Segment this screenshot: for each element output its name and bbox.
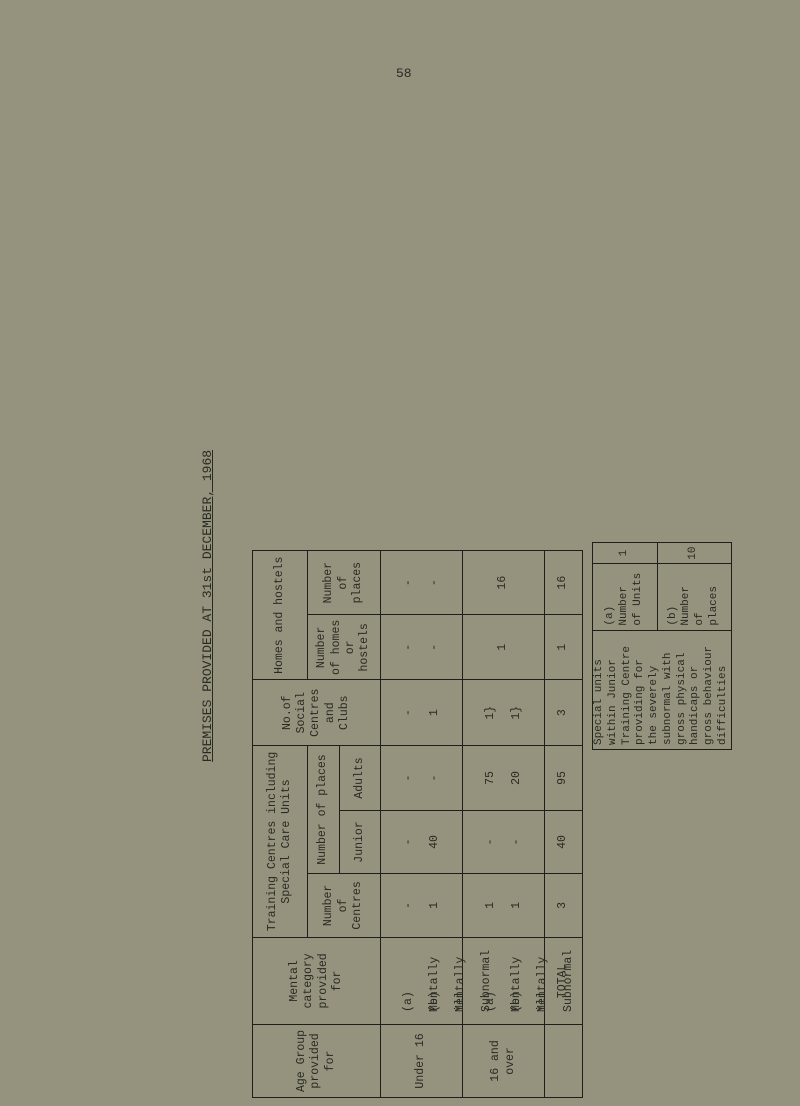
centres-cell: -1 bbox=[380, 873, 463, 938]
value-a: - bbox=[401, 774, 415, 782]
value-b: 1} bbox=[509, 705, 523, 720]
age-cell: 16 and over bbox=[462, 1024, 545, 1098]
value-b: - bbox=[427, 643, 441, 651]
places-cell: 16 bbox=[462, 550, 545, 615]
header-homes-hostels: Homes and hostels bbox=[252, 550, 308, 680]
header-training-centres: Training Centres including Special Care … bbox=[252, 745, 308, 938]
total-empty bbox=[544, 1024, 583, 1098]
note-a-value: 1 bbox=[592, 542, 658, 564]
value-b: 1 bbox=[427, 709, 441, 717]
page-title: PREMISES PROVIDED AT 31st DECEMBER, 1968 bbox=[200, 449, 215, 762]
header-mental-category: Mental category provided for bbox=[252, 937, 381, 1025]
age-cell: Under 16 bbox=[380, 1024, 463, 1098]
value-a: - bbox=[401, 579, 415, 587]
places-cell: -- bbox=[380, 550, 463, 615]
value-b: - bbox=[427, 579, 441, 587]
special-units-note: Special units within Junior Training Cen… bbox=[592, 542, 732, 750]
premises-table: Age Group provided for Mental category p… bbox=[252, 550, 583, 1098]
note-b-label: (b) Number of places bbox=[657, 563, 731, 631]
total-centres: 3 bbox=[544, 873, 583, 938]
note-b-value: 10 bbox=[657, 542, 731, 564]
value-b: 20 bbox=[509, 771, 523, 785]
value-a: - bbox=[401, 838, 415, 846]
value-a: 1} bbox=[483, 705, 497, 720]
value-b: 40 bbox=[427, 835, 441, 849]
total-social: 3 bbox=[544, 679, 583, 746]
total-homes: 1 bbox=[544, 614, 583, 680]
total-junior: 40 bbox=[544, 810, 583, 874]
table-row: Under 16 (a) Mentally ill (b) Mentally Su… bbox=[380, 550, 493, 1098]
note-text: Special units within Junior Training Cen… bbox=[592, 630, 731, 750]
table-row: 16 and over (a) Mentally ill (b) Mentally… bbox=[462, 550, 575, 1098]
header-number-of-places: Number of places bbox=[307, 745, 340, 874]
homes-cell: -- bbox=[380, 614, 463, 680]
value-a: 75 bbox=[483, 771, 497, 785]
junior-cell: -- bbox=[462, 810, 545, 874]
value-b: - bbox=[427, 774, 441, 782]
total-row: TOTAL 3 40 95 3 1 16 bbox=[544, 550, 583, 1098]
value-a: - bbox=[483, 838, 497, 846]
category-a: (a) Mentally ill bbox=[401, 956, 467, 1012]
value-a: 1 bbox=[483, 901, 497, 909]
value-a: - bbox=[401, 643, 415, 651]
value-b: 1 bbox=[427, 901, 441, 909]
total-places: 16 bbox=[544, 550, 583, 615]
header-social-centres: No.of Social Centres and Clubs bbox=[252, 679, 381, 746]
header-age-group: Age Group provided for bbox=[252, 1024, 381, 1098]
value-a: - bbox=[401, 709, 415, 717]
page-number: 58 bbox=[396, 66, 412, 81]
homes-cell: 1 bbox=[462, 614, 545, 680]
header-homes-places: Number of places bbox=[307, 550, 381, 615]
header-adults: Adults bbox=[339, 745, 381, 811]
header-junior: Junior bbox=[339, 810, 381, 874]
adults-cell: 75 20 bbox=[462, 745, 545, 811]
social-cell: 1} 1} bbox=[462, 679, 545, 746]
social-cell: -1 bbox=[380, 679, 463, 746]
category-cell: (a) Mentally ill (b) Mentally Subnormal bbox=[380, 937, 493, 1025]
value-a: - bbox=[401, 901, 415, 909]
total-adults: 95 bbox=[544, 745, 583, 811]
value-b: 1 bbox=[509, 901, 523, 909]
header-number-of-homes: Number of homes or hostels bbox=[307, 614, 381, 680]
value-b: - bbox=[509, 838, 523, 846]
header-number-of-centres: Number of Centres bbox=[307, 873, 381, 938]
adults-cell: -- bbox=[380, 745, 463, 811]
junior-cell: - 40 bbox=[380, 810, 463, 874]
note-a-label: (a) Number of Units bbox=[592, 563, 658, 631]
